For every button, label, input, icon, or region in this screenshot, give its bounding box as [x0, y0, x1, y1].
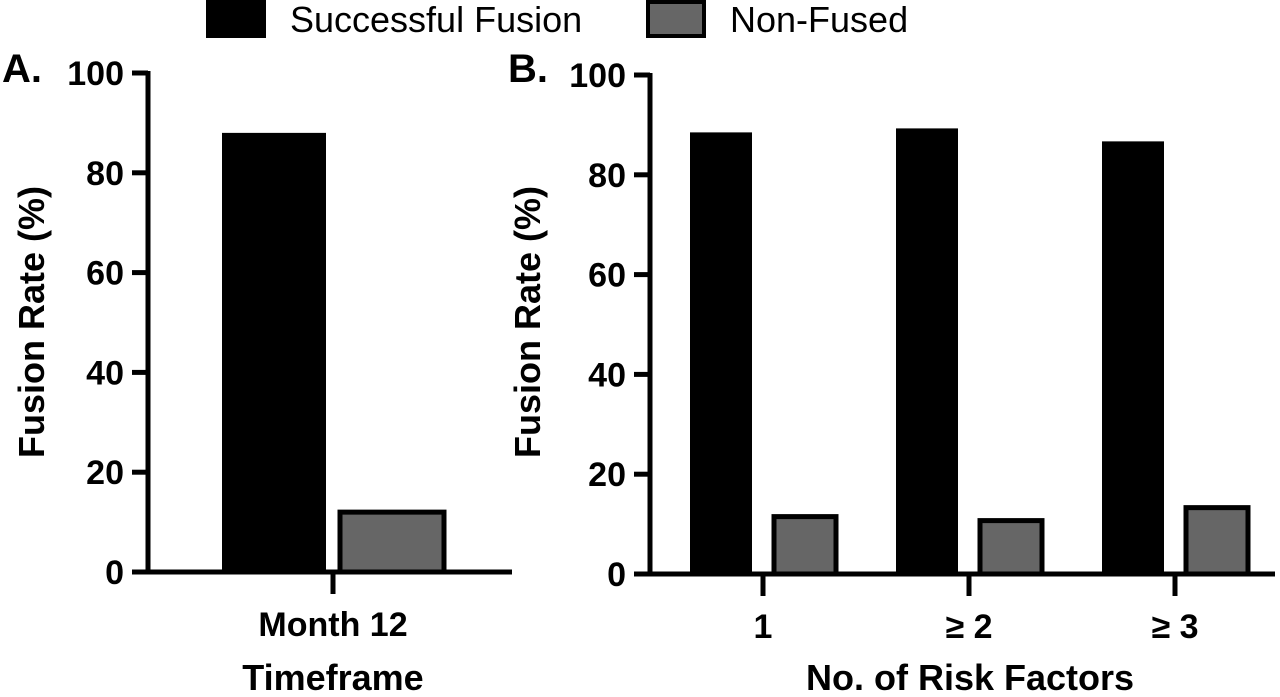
panel-b-y-tick-label: 40 [588, 356, 626, 394]
panel-b-y-axis-title: Fusion Rate (%) [507, 186, 548, 458]
panel-b-bar-non-fused [771, 514, 839, 577]
legend-swatch-non-fused [646, 0, 706, 38]
panel-b-bar-non-fused [1183, 505, 1251, 577]
panel-b-y-tick-label: 80 [588, 157, 626, 195]
panel-b-x-tick-label: 1 [754, 608, 773, 646]
legend-label-successful-fusion: Successful Fusion [290, 0, 582, 40]
panel-b: B. Fusion Rate (%) No. of Risk Factors 0… [507, 47, 1275, 697]
panel-a-x-tick-label: Month 12 [258, 606, 407, 644]
legend-swatch-successful-fusion [206, 0, 266, 38]
panel-a-y-axis-title: Fusion Rate (%) [11, 186, 52, 458]
panel-b-bar-non-fused [977, 518, 1045, 577]
panel-b-bar-successful-fusion [896, 128, 958, 574]
panel-a: A. Fusion Rate (%) Timeframe 0 20 40 60 80 10… [2, 47, 512, 697]
panel-a-y-tick-label: 60 [86, 255, 124, 293]
panel-a-bar-non-fused [337, 509, 447, 575]
panel-a-y-tick-label: 100 [67, 55, 124, 93]
legend: Successful Fusion Non-Fused [206, 0, 908, 40]
panel-a-y-tick-label: 20 [86, 454, 124, 492]
panel-b-plot: 0 20 40 60 80 100 1 ≥ 2 ≥ 3 [569, 57, 1275, 646]
panel-b-bar-successful-fusion [1102, 141, 1164, 574]
panel-b-y-tick-label: 60 [588, 257, 626, 295]
panel-b-y-tick-label: 0 [607, 556, 626, 594]
panel-a-y-tick-label: 80 [86, 155, 124, 193]
panel-b-y-tick-label: 100 [569, 57, 626, 95]
panel-a-label: A. [2, 47, 42, 91]
panel-b-x-axis-title: No. of Risk Factors [806, 657, 1134, 697]
panel-a-x-axis-title: Timeframe [242, 657, 423, 697]
legend-label-non-fused: Non-Fused [730, 0, 908, 40]
panel-b-label: B. [508, 47, 548, 91]
panel-b-y-tick-label: 20 [588, 456, 626, 494]
panel-b-x-tick-label: ≥ 2 [945, 608, 992, 646]
panel-b-x-tick-label: ≥ 3 [1151, 608, 1198, 646]
panel-a-y-tick-label: 0 [105, 554, 124, 592]
panel-a-bar-successful-fusion [222, 132, 326, 572]
panel-a-plot: 0 20 40 60 80 100 Month 12 [67, 55, 512, 644]
panel-b-bar-successful-fusion [690, 132, 752, 574]
panel-a-y-tick-label: 40 [86, 354, 124, 392]
